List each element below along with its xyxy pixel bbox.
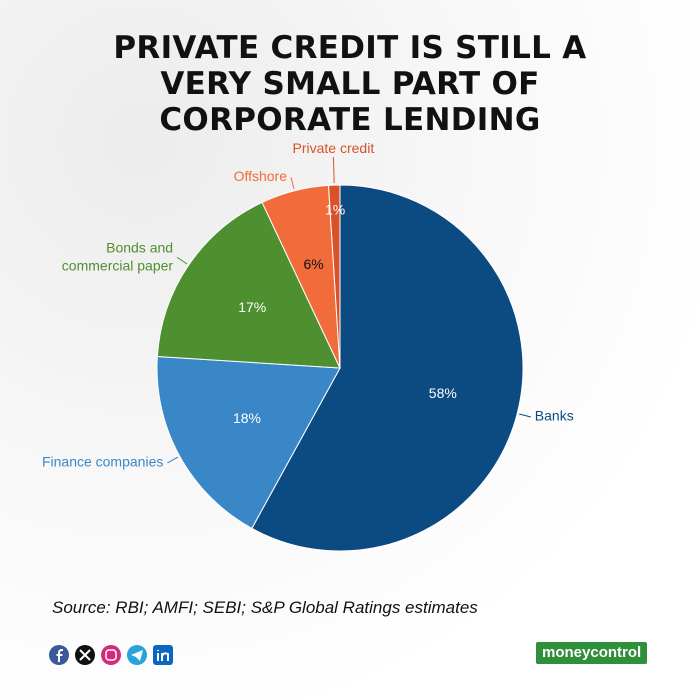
leader-line (290, 177, 295, 189)
x-glyph (79, 649, 91, 661)
instagram-icon[interactable] (101, 645, 121, 665)
leader-line (167, 456, 179, 464)
social-icons (49, 645, 173, 665)
value-label: 17% (238, 299, 266, 315)
pie-slice (251, 184, 524, 552)
instagram-glyph (105, 649, 117, 661)
category-label: Private credit (293, 140, 375, 156)
leader-line (176, 256, 188, 265)
pie-slice (156, 355, 341, 530)
category-label: Finance companies (42, 454, 163, 470)
value-label: 18% (233, 410, 261, 426)
chart-title: PRIVATE CREDIT IS STILL A VERY SMALL PAR… (113, 30, 587, 138)
facebook-glyph (56, 649, 63, 662)
telegram-glyph (131, 650, 143, 661)
brand-logo[interactable]: moneycontrol (536, 642, 648, 664)
value-label: 58% (429, 385, 457, 401)
source-note: Source: RBI; AMFI; SEBI; S&P Global Rati… (52, 598, 478, 617)
value-label: 1% (325, 201, 345, 217)
linkedin-glyph (157, 650, 169, 661)
value-label: 6% (303, 256, 323, 272)
leader-line (332, 157, 335, 184)
category-label: Bonds and commercial paper (62, 239, 174, 273)
pie-slice (156, 201, 341, 369)
category-label: Offshore (234, 168, 288, 184)
pie-slice (327, 184, 341, 369)
leader-line (519, 413, 531, 418)
category-label: Banks (535, 408, 574, 424)
